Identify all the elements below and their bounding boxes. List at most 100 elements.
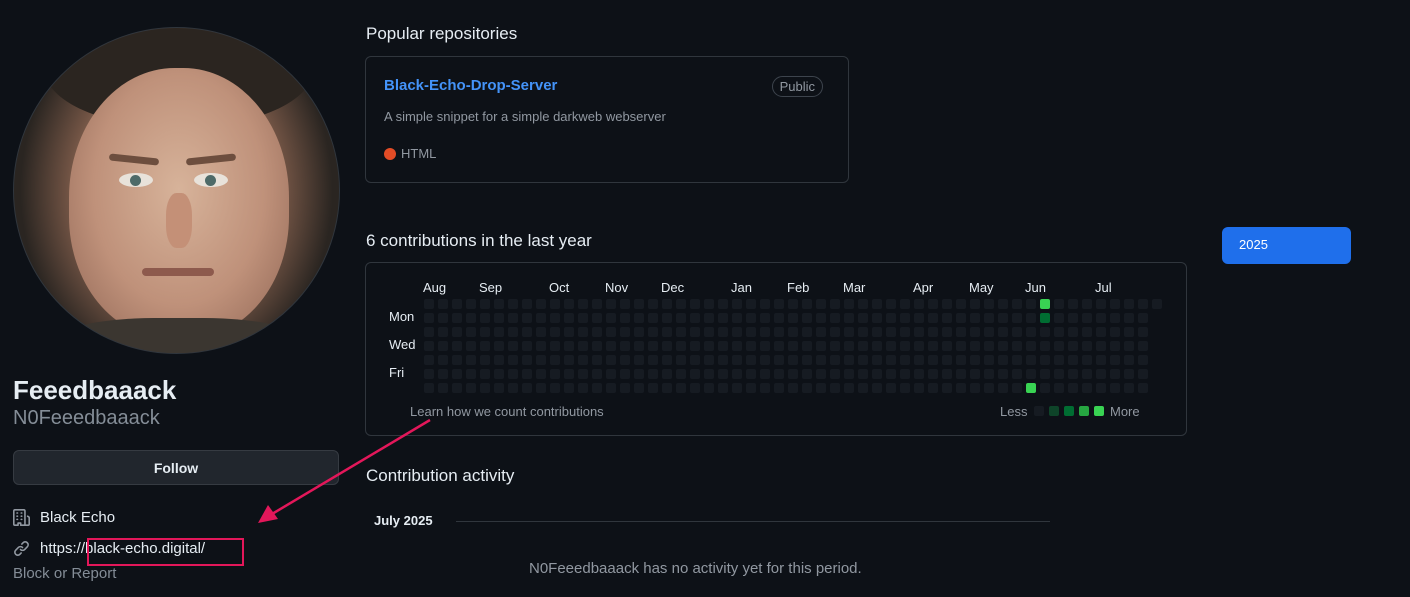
contribution-cell[interactable] <box>620 355 630 365</box>
contribution-cell[interactable] <box>648 383 658 393</box>
contribution-cell[interactable] <box>634 383 644 393</box>
contribution-cell[interactable] <box>732 313 742 323</box>
contribution-cell[interactable] <box>998 327 1008 337</box>
contribution-cell[interactable] <box>620 369 630 379</box>
contribution-cell[interactable] <box>830 369 840 379</box>
contribution-cell[interactable] <box>564 299 574 309</box>
contribution-cell[interactable] <box>564 341 574 351</box>
contribution-cell[interactable] <box>662 355 672 365</box>
contribution-cell[interactable] <box>970 299 980 309</box>
contribution-cell[interactable] <box>844 327 854 337</box>
contribution-cell[interactable] <box>900 313 910 323</box>
contribution-cell[interactable] <box>1026 355 1036 365</box>
contribution-cell[interactable] <box>1124 341 1134 351</box>
contribution-cell[interactable] <box>1040 355 1050 365</box>
contribution-cell[interactable] <box>578 313 588 323</box>
contribution-cell[interactable] <box>984 341 994 351</box>
contribution-cell[interactable] <box>830 341 840 351</box>
contribution-cell[interactable] <box>984 299 994 309</box>
contribution-cell[interactable] <box>704 383 714 393</box>
contribution-cell[interactable] <box>676 355 686 365</box>
contribution-cell[interactable] <box>438 299 448 309</box>
contribution-cell[interactable] <box>648 355 658 365</box>
contribution-cell[interactable] <box>578 383 588 393</box>
contribution-cell[interactable] <box>788 299 798 309</box>
contribution-cell[interactable] <box>886 341 896 351</box>
contribution-cell[interactable] <box>844 313 854 323</box>
contribution-cell[interactable] <box>970 355 980 365</box>
contribution-cell[interactable] <box>634 355 644 365</box>
contribution-cell[interactable] <box>858 369 868 379</box>
contribution-cell[interactable] <box>704 341 714 351</box>
contribution-cell[interactable] <box>550 383 560 393</box>
contribution-cell[interactable] <box>676 313 686 323</box>
contribution-cell[interactable] <box>830 327 840 337</box>
contribution-cell[interactable] <box>1054 383 1064 393</box>
contribution-cell[interactable] <box>424 369 434 379</box>
contribution-cell[interactable] <box>1054 355 1064 365</box>
contribution-cell[interactable] <box>998 369 1008 379</box>
contribution-cell[interactable] <box>676 383 686 393</box>
contribution-cell[interactable] <box>774 341 784 351</box>
contribution-cell[interactable] <box>1040 327 1050 337</box>
contribution-cell[interactable] <box>914 313 924 323</box>
contribution-cell[interactable] <box>718 341 728 351</box>
contribution-cell[interactable] <box>578 299 588 309</box>
contribution-cell[interactable] <box>424 341 434 351</box>
contribution-cell[interactable] <box>1124 383 1134 393</box>
contribution-cell[interactable] <box>1124 299 1134 309</box>
contribution-cell[interactable] <box>480 341 490 351</box>
contribution-cell[interactable] <box>1068 327 1078 337</box>
contribution-cell[interactable] <box>788 341 798 351</box>
contribution-cell[interactable] <box>452 341 462 351</box>
contribution-cell[interactable] <box>522 383 532 393</box>
contribution-cell[interactable] <box>550 299 560 309</box>
contribution-cell[interactable] <box>886 327 896 337</box>
contribution-cell[interactable] <box>816 313 826 323</box>
contribution-cell[interactable] <box>662 327 672 337</box>
contribution-cell[interactable] <box>536 355 546 365</box>
contribution-cell[interactable] <box>900 299 910 309</box>
contribution-cell[interactable] <box>928 299 938 309</box>
contribution-cell[interactable] <box>578 369 588 379</box>
contribution-cell[interactable] <box>998 355 1008 365</box>
contribution-cell[interactable] <box>690 383 700 393</box>
contribution-cell[interactable] <box>900 355 910 365</box>
contribution-cell[interactable] <box>466 313 476 323</box>
contribution-cell[interactable] <box>522 313 532 323</box>
contribution-cell[interactable] <box>718 355 728 365</box>
contribution-cell[interactable] <box>690 327 700 337</box>
contribution-cell[interactable] <box>508 313 518 323</box>
contribution-cell[interactable] <box>1110 327 1120 337</box>
learn-contributions-link[interactable]: Learn how we count contributions <box>410 404 604 419</box>
contribution-cell[interactable] <box>998 383 1008 393</box>
contribution-cell[interactable] <box>704 327 714 337</box>
contribution-cell[interactable] <box>858 327 868 337</box>
contribution-cell[interactable] <box>676 327 686 337</box>
contribution-cell[interactable] <box>732 299 742 309</box>
contribution-cell[interactable] <box>956 313 966 323</box>
contribution-cell[interactable] <box>1026 383 1036 393</box>
contribution-cell[interactable] <box>424 327 434 337</box>
contribution-cell[interactable] <box>1026 369 1036 379</box>
contribution-cell[interactable] <box>858 313 868 323</box>
contribution-cell[interactable] <box>746 341 756 351</box>
contribution-cell[interactable] <box>830 383 840 393</box>
contribution-cell[interactable] <box>1026 313 1036 323</box>
contribution-cell[interactable] <box>1068 355 1078 365</box>
contribution-cell[interactable] <box>746 355 756 365</box>
contribution-cell[interactable] <box>1096 341 1106 351</box>
contribution-cell[interactable] <box>662 313 672 323</box>
contribution-cell[interactable] <box>872 327 882 337</box>
contribution-cell[interactable] <box>900 327 910 337</box>
contribution-cell[interactable] <box>942 313 952 323</box>
contribution-cell[interactable] <box>844 383 854 393</box>
contribution-cell[interactable] <box>732 341 742 351</box>
contribution-cell[interactable] <box>550 341 560 351</box>
contribution-cell[interactable] <box>606 299 616 309</box>
contribution-cell[interactable] <box>438 327 448 337</box>
contribution-cell[interactable] <box>1082 327 1092 337</box>
contribution-cell[interactable] <box>816 383 826 393</box>
contribution-cell[interactable] <box>956 299 966 309</box>
contribution-cell[interactable] <box>550 369 560 379</box>
